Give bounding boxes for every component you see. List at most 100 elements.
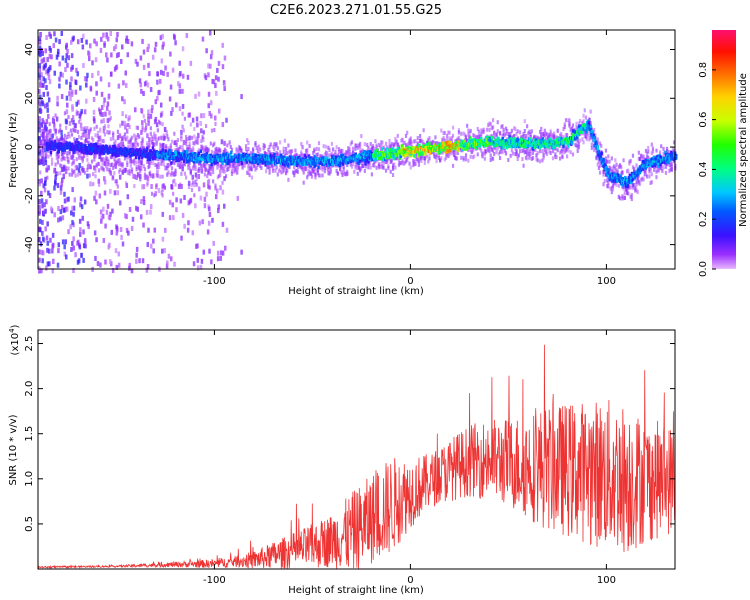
spectrogram-cell <box>189 148 192 153</box>
spectrogram-cell <box>554 152 557 157</box>
spectrogram-cell <box>58 61 61 67</box>
spectrogram-cell <box>199 120 202 126</box>
spectrogram-cell <box>408 141 411 146</box>
spectrogram-cell <box>327 145 330 150</box>
spectrogram-cell <box>195 158 199 163</box>
spectrogram-cell <box>112 147 115 152</box>
spectrogram-cell <box>160 157 163 162</box>
spectrogram-cell <box>329 152 332 157</box>
spectrogram-cell <box>351 150 355 155</box>
spectrogram-cell <box>49 33 53 39</box>
spectrogram-cell <box>202 113 206 119</box>
spectrogram-cell <box>103 124 107 129</box>
spectrogram-cell <box>115 181 118 186</box>
spectrogram-cell <box>495 133 498 138</box>
spectrogram-cell <box>356 145 359 150</box>
spectrogram-cell <box>112 165 115 170</box>
spectrogram-cell <box>71 240 74 246</box>
spectrogram-cell <box>130 41 134 47</box>
spectrogram-cell <box>206 174 209 179</box>
spectrogram-cell <box>133 142 136 147</box>
spectrogram-cell <box>567 118 570 123</box>
spectrogram-cell <box>54 131 57 136</box>
spectrogram-cell <box>194 139 197 144</box>
spectrogram-cell <box>363 168 366 173</box>
spectrogram-cell <box>635 188 638 193</box>
spectrogram-cell <box>146 82 150 88</box>
spectrogram-cell <box>453 152 456 157</box>
spectrogram-cell <box>221 42 224 48</box>
spectrogram-cell <box>240 249 243 255</box>
spectrogram-cell <box>147 116 150 122</box>
spectrogram-cell <box>125 182 129 188</box>
spectrogram-cell <box>658 150 662 155</box>
spectrogram-cell <box>631 183 635 188</box>
spectrogram-cell <box>53 31 56 37</box>
spectrogram-cell <box>63 191 66 197</box>
spectrogram-cell <box>647 145 650 150</box>
spectrogram-cell <box>430 142 433 147</box>
spectrogram-cell <box>549 150 552 155</box>
spectrogram-cell <box>83 199 87 205</box>
spectrogram-cell <box>204 148 208 153</box>
spectrogram-cell <box>322 144 325 149</box>
spectrogram-cell <box>642 157 645 162</box>
spectrogram-cell <box>197 148 201 153</box>
spectrogram-cell <box>275 165 278 170</box>
spectrogram-cell <box>39 52 42 58</box>
spectrogram-cell <box>99 138 102 143</box>
spectrogram-cell <box>360 150 363 155</box>
spectrogram-cell <box>48 79 52 85</box>
spectrogram-cell <box>189 122 192 127</box>
spectrogram-cell <box>63 244 66 250</box>
spectrogram-cell <box>173 178 176 183</box>
spectrogram-cell <box>673 148 676 153</box>
spectrogram-cell <box>97 178 101 184</box>
spectrogram-cell <box>315 152 318 157</box>
spectrogram-cell <box>257 144 261 149</box>
spectrogram-cell <box>92 96 96 102</box>
spectrogram-cell <box>508 132 511 137</box>
spectrogram-cell <box>208 171 211 176</box>
spectrogram-cell <box>169 172 172 177</box>
spectrogram-cell <box>63 156 67 161</box>
spectrogram-cell <box>195 140 198 145</box>
spectrogram-cell <box>100 91 104 97</box>
spectrogram-cell <box>140 88 143 94</box>
spectrogram-cell <box>142 64 146 70</box>
spectrogram-cell <box>219 148 222 153</box>
spectrogram-cell <box>54 113 57 118</box>
spectrogram-cell <box>536 158 539 163</box>
spectrogram-cell <box>138 147 142 152</box>
spectrogram-cell <box>177 81 180 87</box>
spectrogram-cell <box>71 220 74 226</box>
spectrogram-cell <box>670 164 673 169</box>
spectrogram-cell <box>41 250 45 256</box>
spectrogram-cell <box>142 91 145 97</box>
spectrogram-cell <box>70 172 74 177</box>
spectrogram-cell <box>150 135 154 140</box>
spectrogram-cell <box>169 256 173 262</box>
spectrogram-cell <box>284 170 288 175</box>
spectrogram-cell <box>282 150 285 155</box>
spectrogram-cell <box>153 142 156 147</box>
spectrogram-cell <box>440 156 443 161</box>
spectrogram-cell <box>57 217 60 223</box>
spectrogram-cell <box>69 96 72 102</box>
spectrogram-cell <box>171 107 174 113</box>
spectrogram-cell <box>482 127 485 132</box>
spectrogram-cell <box>150 191 154 196</box>
spectrogram-cell <box>140 145 143 150</box>
spectrogram-cell <box>312 169 315 174</box>
spectrogram-cell <box>317 173 321 178</box>
spectrogram-cell <box>65 119 68 125</box>
spectrogram-cell <box>288 165 291 170</box>
spectrogram-cell <box>73 128 76 133</box>
spectrogram-cell <box>99 47 103 53</box>
spectrogram-cell <box>617 164 620 169</box>
spectrogram-cell <box>130 142 134 147</box>
spectrogram-cell <box>416 158 419 163</box>
spectrogram-cell <box>235 164 238 169</box>
spectrogram-cell <box>76 259 80 265</box>
spectrogram-cell <box>169 149 172 154</box>
